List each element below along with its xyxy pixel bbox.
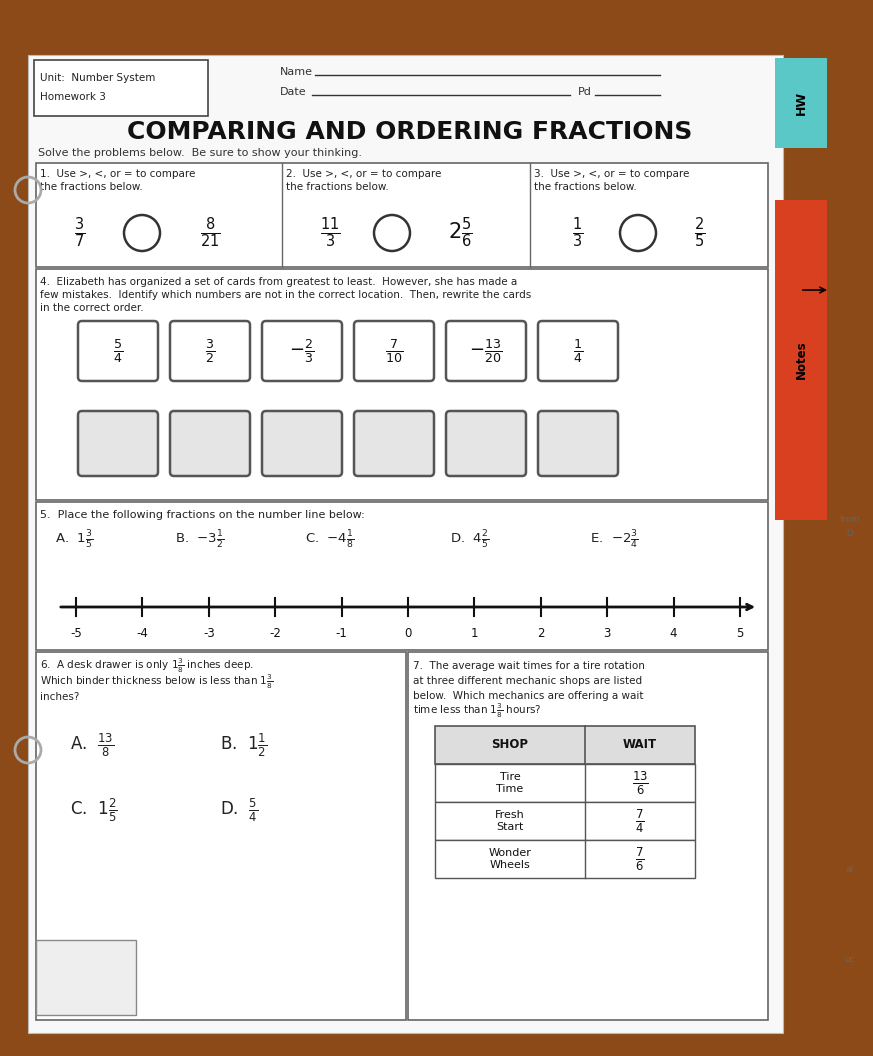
Text: 3.  Use >, <, or = to compare: 3. Use >, <, or = to compare xyxy=(534,169,690,180)
FancyBboxPatch shape xyxy=(354,411,434,476)
Text: -2: -2 xyxy=(269,627,281,640)
FancyBboxPatch shape xyxy=(435,763,695,802)
Text: E.  $-2\frac{3}{4}$: E. $-2\frac{3}{4}$ xyxy=(590,529,638,551)
Text: at three different mechanic shops are listed: at three different mechanic shops are li… xyxy=(413,676,643,686)
FancyBboxPatch shape xyxy=(36,940,136,1015)
Text: $\frac{13}{6}$: $\frac{13}{6}$ xyxy=(631,769,649,796)
Text: -4: -4 xyxy=(136,627,148,640)
Text: $-\frac{2}{3}$: $-\frac{2}{3}$ xyxy=(290,337,314,365)
Text: $\frac{2}{5}$: $\frac{2}{5}$ xyxy=(694,215,705,250)
Text: from: from xyxy=(840,515,861,525)
Text: COMPARING AND ORDERING FRACTIONS: COMPARING AND ORDERING FRACTIONS xyxy=(127,120,692,144)
Text: 6.  A desk drawer is only $1\frac{3}{8}$ inches deep.: 6. A desk drawer is only $1\frac{3}{8}$ … xyxy=(40,657,254,675)
FancyBboxPatch shape xyxy=(28,55,783,1033)
FancyBboxPatch shape xyxy=(446,321,526,381)
Text: -3: -3 xyxy=(203,627,215,640)
FancyBboxPatch shape xyxy=(446,411,526,476)
Text: uc: uc xyxy=(844,956,856,964)
Text: WAIT: WAIT xyxy=(623,738,657,752)
FancyBboxPatch shape xyxy=(36,163,768,267)
Text: below.  Which mechanics are offering a wait: below. Which mechanics are offering a wa… xyxy=(413,691,643,701)
FancyBboxPatch shape xyxy=(170,321,250,381)
Text: the fractions below.: the fractions below. xyxy=(534,182,636,192)
Text: inches?: inches? xyxy=(40,692,79,702)
FancyBboxPatch shape xyxy=(262,411,342,476)
Text: 1: 1 xyxy=(471,627,478,640)
Text: $2\frac{5}{6}$: $2\frac{5}{6}$ xyxy=(448,215,472,250)
Text: 5.  Place the following fractions on the number line below:: 5. Place the following fractions on the … xyxy=(40,510,365,520)
Text: 0: 0 xyxy=(404,627,412,640)
Text: A.  $1\frac{3}{5}$: A. $1\frac{3}{5}$ xyxy=(55,529,93,551)
Text: Homework 3: Homework 3 xyxy=(40,92,106,102)
Text: $\frac{3}{2}$: $\frac{3}{2}$ xyxy=(205,337,215,365)
FancyBboxPatch shape xyxy=(408,652,768,1020)
FancyBboxPatch shape xyxy=(538,411,618,476)
FancyBboxPatch shape xyxy=(170,411,250,476)
Text: Fresh
Start: Fresh Start xyxy=(495,810,525,832)
FancyBboxPatch shape xyxy=(775,58,827,148)
Text: $\frac{8}{21}$: $\frac{8}{21}$ xyxy=(200,215,220,250)
Text: -5: -5 xyxy=(70,627,82,640)
Text: 5: 5 xyxy=(736,627,744,640)
FancyBboxPatch shape xyxy=(36,269,768,499)
Text: 2.  Use >, <, or = to compare: 2. Use >, <, or = to compare xyxy=(286,169,442,180)
Text: the fractions below.: the fractions below. xyxy=(286,182,388,192)
Text: $\frac{7}{4}$: $\frac{7}{4}$ xyxy=(636,807,644,834)
Text: B.  $-3\frac{1}{2}$: B. $-3\frac{1}{2}$ xyxy=(175,529,224,551)
Text: D.  $\frac{5}{4}$: D. $\frac{5}{4}$ xyxy=(220,796,258,824)
Text: B.  $1\frac{1}{2}$: B. $1\frac{1}{2}$ xyxy=(220,732,267,758)
Text: D.  $4\frac{2}{5}$: D. $4\frac{2}{5}$ xyxy=(450,529,489,551)
Text: Wonder
Wheels: Wonder Wheels xyxy=(489,848,532,870)
Text: 4: 4 xyxy=(670,627,677,640)
Text: C.  $1\frac{2}{5}$: C. $1\frac{2}{5}$ xyxy=(70,796,118,824)
Text: the fractions below.: the fractions below. xyxy=(40,182,143,192)
Text: in the correct order.: in the correct order. xyxy=(40,303,144,313)
Text: 4.  Elizabeth has organized a set of cards from greatest to least.  However, she: 4. Elizabeth has organized a set of card… xyxy=(40,277,517,287)
Text: time less than $1\frac{3}{8}$ hours?: time less than $1\frac{3}{8}$ hours? xyxy=(413,702,542,720)
Text: al: al xyxy=(846,866,854,874)
Text: Unit:  Number System: Unit: Number System xyxy=(40,73,155,83)
FancyBboxPatch shape xyxy=(262,321,342,381)
Text: $-\frac{13}{20}$: $-\frac{13}{20}$ xyxy=(470,337,503,365)
FancyBboxPatch shape xyxy=(34,60,208,116)
Text: C.  $-4\frac{1}{8}$: C. $-4\frac{1}{8}$ xyxy=(305,529,354,551)
Text: A.  $\frac{13}{8}$: A. $\frac{13}{8}$ xyxy=(70,732,114,758)
Text: Notes: Notes xyxy=(794,341,808,379)
Text: $\frac{5}{4}$: $\frac{5}{4}$ xyxy=(113,337,123,365)
Text: 7.  The average wait times for a tire rotation: 7. The average wait times for a tire rot… xyxy=(413,661,645,671)
FancyBboxPatch shape xyxy=(78,321,158,381)
Text: -1: -1 xyxy=(335,627,347,640)
FancyBboxPatch shape xyxy=(36,502,768,650)
FancyBboxPatch shape xyxy=(538,321,618,381)
Text: few mistakes.  Identify which numbers are not in the correct location.  Then, re: few mistakes. Identify which numbers are… xyxy=(40,290,532,300)
Text: 1.  Use >, <, or = to compare: 1. Use >, <, or = to compare xyxy=(40,169,196,180)
Text: Date: Date xyxy=(280,87,306,97)
Text: 2: 2 xyxy=(537,627,545,640)
Text: Tire
Time: Tire Time xyxy=(497,772,524,794)
Text: $\frac{7}{6}$: $\frac{7}{6}$ xyxy=(636,845,644,872)
FancyBboxPatch shape xyxy=(36,652,406,1020)
Text: Solve the problems below.  Be sure to show your thinking.: Solve the problems below. Be sure to sho… xyxy=(38,148,362,158)
FancyBboxPatch shape xyxy=(435,727,695,763)
FancyBboxPatch shape xyxy=(435,802,695,840)
FancyBboxPatch shape xyxy=(775,200,827,520)
FancyBboxPatch shape xyxy=(78,411,158,476)
Text: HW: HW xyxy=(794,91,808,115)
FancyBboxPatch shape xyxy=(354,321,434,381)
Text: $\frac{3}{7}$: $\frac{3}{7}$ xyxy=(74,215,86,250)
Text: $\frac{1}{4}$: $\frac{1}{4}$ xyxy=(573,337,583,365)
Text: $\frac{7}{10}$: $\frac{7}{10}$ xyxy=(385,337,403,365)
Text: 3: 3 xyxy=(603,627,611,640)
Text: $\frac{1}{3}$: $\frac{1}{3}$ xyxy=(573,215,584,250)
FancyBboxPatch shape xyxy=(435,840,695,878)
Text: $\frac{11}{3}$: $\frac{11}{3}$ xyxy=(320,215,340,250)
Text: Which binder thickness below is less than $1\frac{3}{8}$: Which binder thickness below is less tha… xyxy=(40,673,273,692)
Text: O: O xyxy=(847,528,854,538)
Text: Name: Name xyxy=(280,67,313,77)
Text: Pd: Pd xyxy=(578,87,592,97)
Text: SHOP: SHOP xyxy=(491,738,528,752)
